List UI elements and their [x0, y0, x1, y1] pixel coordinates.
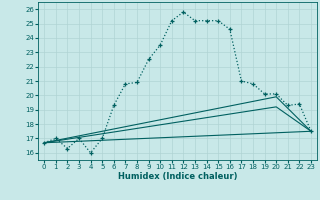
X-axis label: Humidex (Indice chaleur): Humidex (Indice chaleur)	[118, 172, 237, 181]
